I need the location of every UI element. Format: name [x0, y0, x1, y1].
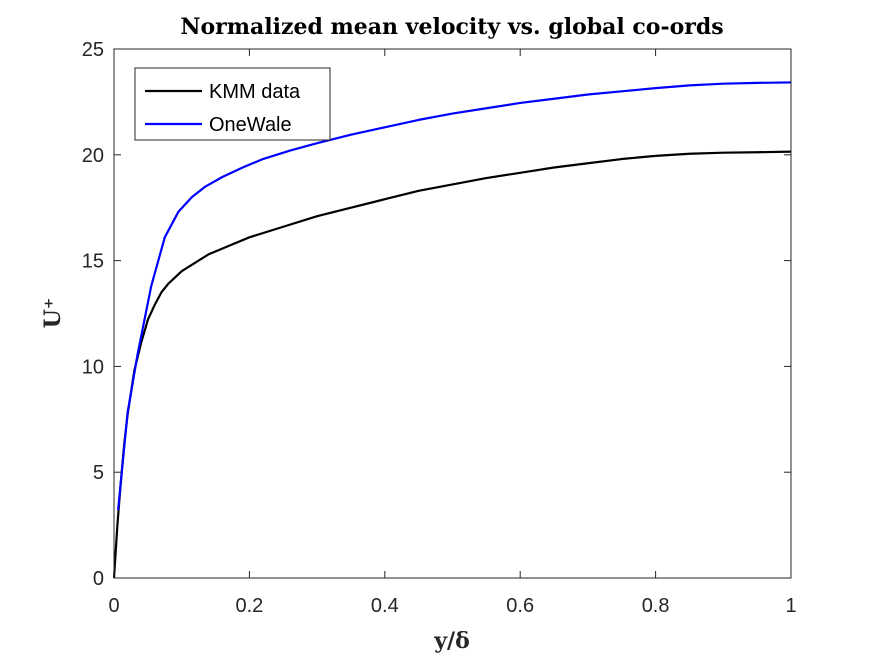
x-tick-label-0: 0: [108, 595, 119, 617]
legend: KMM data OneWale: [134, 67, 331, 141]
series-layer: [112, 81, 792, 579]
series-line-onewale: [116, 81, 792, 511]
chart-title: Normalized mean velocity vs. global co-o…: [180, 14, 723, 40]
y-axis-label: U⁺: [40, 298, 66, 329]
legend-box: [134, 67, 331, 141]
x-tick-label-2: 0.4: [371, 595, 399, 617]
x-tick-label-3: 0.6: [506, 595, 534, 617]
plot-frame: [113, 48, 792, 579]
legend-label-kmm-data: KMM data: [209, 81, 301, 103]
y-tick-label-1: 5: [93, 462, 104, 484]
x-axis-label: y/δ: [433, 628, 470, 654]
y-tick-label-4: 20: [82, 145, 104, 167]
legend-label-onewale: OneWale: [209, 114, 292, 136]
y-tick-label-2: 10: [82, 356, 104, 378]
y-tick-label-5: 25: [82, 39, 104, 61]
y-tick-label-3: 15: [82, 251, 104, 273]
x-tick-label-5: 1: [785, 595, 796, 617]
x-tick-label-1: 0.2: [235, 595, 263, 617]
y-tick-label-0: 0: [93, 568, 104, 590]
x-tick-label-4: 0.8: [642, 595, 670, 617]
